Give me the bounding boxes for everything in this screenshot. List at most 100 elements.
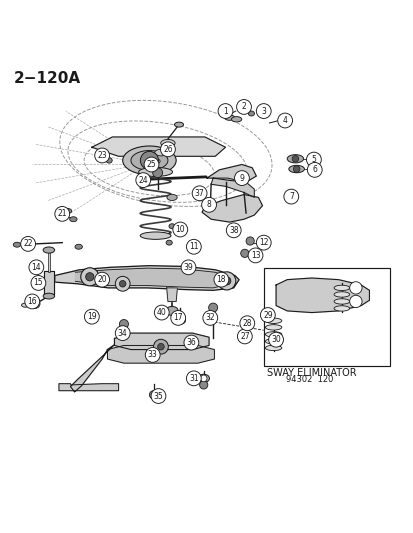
Circle shape bbox=[180, 260, 195, 274]
Circle shape bbox=[237, 329, 252, 344]
Text: 20: 20 bbox=[97, 275, 107, 284]
Ellipse shape bbox=[224, 115, 234, 120]
Ellipse shape bbox=[287, 155, 303, 163]
Ellipse shape bbox=[13, 242, 21, 247]
Text: 5: 5 bbox=[311, 155, 316, 164]
Circle shape bbox=[152, 168, 162, 177]
Text: 12: 12 bbox=[259, 238, 268, 247]
Ellipse shape bbox=[166, 240, 172, 245]
Circle shape bbox=[306, 163, 321, 177]
Ellipse shape bbox=[265, 318, 281, 324]
Polygon shape bbox=[70, 345, 114, 392]
Ellipse shape bbox=[140, 232, 171, 239]
Circle shape bbox=[222, 277, 230, 285]
Circle shape bbox=[183, 335, 198, 350]
Text: 18: 18 bbox=[216, 275, 225, 284]
Circle shape bbox=[292, 156, 298, 162]
Circle shape bbox=[153, 340, 168, 354]
Ellipse shape bbox=[265, 332, 281, 337]
Polygon shape bbox=[206, 165, 256, 182]
Circle shape bbox=[293, 166, 299, 172]
Text: SWAY ELIMINATOR: SWAY ELIMINATOR bbox=[266, 368, 356, 378]
Circle shape bbox=[115, 326, 130, 341]
Polygon shape bbox=[114, 333, 209, 350]
Circle shape bbox=[349, 295, 361, 308]
Circle shape bbox=[25, 294, 40, 309]
Ellipse shape bbox=[102, 150, 108, 156]
Circle shape bbox=[349, 282, 361, 294]
Circle shape bbox=[151, 389, 166, 403]
Text: 19: 19 bbox=[87, 312, 97, 321]
Text: 36: 36 bbox=[186, 338, 196, 347]
Text: 34: 34 bbox=[118, 329, 127, 337]
Ellipse shape bbox=[122, 146, 176, 175]
Circle shape bbox=[95, 272, 109, 287]
Ellipse shape bbox=[43, 293, 55, 299]
Text: 29: 29 bbox=[262, 311, 272, 319]
Text: 33: 33 bbox=[147, 350, 157, 359]
Circle shape bbox=[157, 343, 164, 350]
Ellipse shape bbox=[21, 303, 29, 307]
Circle shape bbox=[268, 332, 283, 347]
Text: 38: 38 bbox=[228, 226, 238, 235]
Text: 6: 6 bbox=[311, 165, 316, 174]
Ellipse shape bbox=[333, 299, 349, 304]
Polygon shape bbox=[59, 384, 118, 391]
Circle shape bbox=[145, 348, 160, 362]
Circle shape bbox=[55, 206, 69, 221]
Circle shape bbox=[256, 103, 271, 118]
Text: 37: 37 bbox=[194, 189, 204, 198]
Ellipse shape bbox=[75, 244, 82, 249]
Ellipse shape bbox=[154, 149, 167, 156]
Text: 9: 9 bbox=[239, 174, 244, 183]
Ellipse shape bbox=[64, 208, 71, 213]
Circle shape bbox=[214, 272, 228, 287]
Circle shape bbox=[202, 311, 217, 325]
Circle shape bbox=[218, 103, 233, 118]
Text: 40: 40 bbox=[157, 308, 166, 317]
Bar bbox=[263, 268, 389, 366]
Circle shape bbox=[277, 113, 292, 128]
Text: 28: 28 bbox=[242, 319, 252, 328]
Polygon shape bbox=[92, 137, 225, 156]
Text: 35: 35 bbox=[153, 392, 163, 400]
Text: 23: 23 bbox=[97, 151, 107, 160]
Ellipse shape bbox=[248, 111, 254, 116]
Text: 13: 13 bbox=[250, 251, 260, 260]
Ellipse shape bbox=[175, 318, 185, 324]
Text: 31: 31 bbox=[189, 374, 198, 383]
Circle shape bbox=[306, 152, 320, 167]
Circle shape bbox=[208, 303, 217, 312]
Text: 39: 39 bbox=[183, 263, 193, 272]
Text: 26: 26 bbox=[163, 145, 172, 154]
Polygon shape bbox=[75, 268, 229, 288]
Polygon shape bbox=[275, 278, 368, 312]
Text: 1: 1 bbox=[223, 107, 227, 116]
Text: 24: 24 bbox=[138, 176, 148, 184]
Circle shape bbox=[283, 189, 298, 204]
Circle shape bbox=[226, 223, 240, 238]
Ellipse shape bbox=[333, 306, 349, 311]
Circle shape bbox=[245, 237, 254, 245]
Ellipse shape bbox=[140, 175, 150, 184]
Text: 7: 7 bbox=[288, 192, 293, 201]
Ellipse shape bbox=[148, 158, 160, 164]
Circle shape bbox=[186, 371, 201, 386]
Text: 8: 8 bbox=[206, 200, 211, 209]
Circle shape bbox=[140, 151, 158, 169]
Text: 94302  120: 94302 120 bbox=[285, 375, 332, 384]
Circle shape bbox=[149, 391, 157, 399]
Circle shape bbox=[154, 305, 169, 320]
Ellipse shape bbox=[138, 167, 172, 176]
Ellipse shape bbox=[333, 285, 349, 290]
Ellipse shape bbox=[174, 122, 183, 127]
Text: 21: 21 bbox=[57, 209, 67, 219]
Circle shape bbox=[160, 142, 175, 157]
Circle shape bbox=[182, 262, 194, 273]
Polygon shape bbox=[107, 345, 214, 363]
Text: 2−120A: 2−120A bbox=[14, 71, 81, 86]
Ellipse shape bbox=[166, 306, 178, 316]
Circle shape bbox=[236, 100, 251, 115]
Circle shape bbox=[240, 249, 248, 257]
Text: 10: 10 bbox=[175, 225, 185, 234]
